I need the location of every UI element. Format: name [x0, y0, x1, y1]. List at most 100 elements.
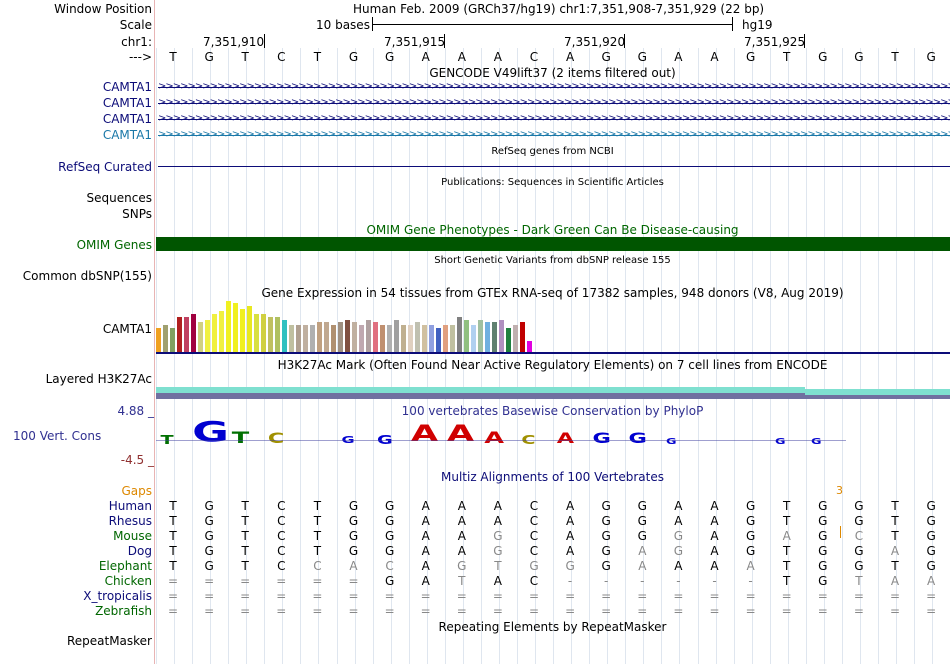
gtex-tissue-bar[interactable] [436, 328, 441, 352]
omim-label[interactable]: OMIM Genes [76, 238, 152, 252]
gtex-tissue-bar[interactable] [324, 322, 329, 352]
gencode-gene-label-2[interactable]: CAMTA1 [102, 96, 152, 110]
gtex-tissue-bar[interactable] [275, 317, 280, 352]
gtex-track-title[interactable]: Gene Expression in 54 tissues from GTEx … [261, 286, 844, 300]
refseq-label[interactable]: RefSeq Curated [58, 160, 152, 174]
refseq-gene-line[interactable] [158, 166, 950, 167]
gtex-tissue-bar[interactable] [338, 322, 343, 352]
repeatmasker-label[interactable]: RepeatMasker [66, 634, 152, 648]
gtex-tissue-bar[interactable] [520, 322, 525, 352]
gtex-tissue-bar[interactable] [478, 320, 483, 352]
gtex-tissue-bar[interactable] [359, 325, 364, 352]
gtex-tissue-bar[interactable] [205, 320, 210, 352]
h3k27-signal-top[interactable] [156, 387, 805, 393]
gtex-tissue-bar[interactable] [303, 325, 308, 352]
gencode-gene-label-1[interactable]: CAMTA1 [102, 80, 152, 94]
h3k27-signal-bottom-right[interactable] [805, 395, 950, 399]
gencode-transcript-3[interactable]: >>>>>>>>>>>>>>>>>>>>>>>>>>>>>>>>>>>>>>>>… [158, 114, 950, 124]
gtex-tissue-bar[interactable] [184, 317, 189, 352]
species-label[interactable]: Zebrafish [95, 604, 152, 618]
species-label[interactable]: Chicken [104, 574, 152, 588]
omim-track-title[interactable]: OMIM Gene Phenotypes - Dark Green Can Be… [366, 223, 739, 237]
species-label[interactable]: Human [108, 499, 152, 513]
gtex-tissue-bar[interactable] [212, 314, 217, 352]
gtex-tissue-bar[interactable] [226, 301, 231, 352]
species-label[interactable]: Dog [127, 544, 152, 558]
gtex-tissue-bar[interactable] [373, 322, 378, 352]
common-dbsnp-label[interactable]: Common dbSNP(155) [22, 269, 152, 283]
gencode-gene-label-4[interactable]: CAMTA1 [102, 128, 152, 142]
gtex-tissue-bar[interactable] [387, 325, 392, 352]
publications-track-title[interactable]: Publications: Sequences in Scientific Ar… [441, 177, 664, 188]
phylop-track-title[interactable]: 100 vertebrates Basewise Conservation by… [401, 404, 704, 418]
dbsnp-track-title[interactable]: Short Genetic Variants from dbSNP releas… [434, 255, 671, 266]
gtex-tissue-bar[interactable] [366, 320, 371, 352]
gtex-tissue-bar[interactable] [177, 317, 182, 352]
gencode-transcript-4[interactable]: >>>>>>>>>>>>>>>>>>>>>>>>>>>>>>>>>>>>>>>>… [158, 130, 950, 140]
gtex-gene-label[interactable]: CAMTA1 [102, 322, 152, 336]
gtex-tissue-bar[interactable] [282, 320, 287, 352]
gtex-tissue-bar[interactable] [527, 341, 532, 352]
h3k27-label[interactable]: Layered H3K27Ac [45, 372, 152, 386]
gtex-tissue-bar[interactable] [317, 322, 322, 352]
gtex-tissue-bar[interactable] [233, 303, 238, 352]
gtex-tissue-bar[interactable] [352, 322, 357, 352]
gtex-tissue-bar[interactable] [380, 325, 385, 352]
gtex-tissue-bar[interactable] [163, 325, 168, 352]
gtex-tissue-bar[interactable] [499, 320, 504, 352]
gtex-tissue-bar[interactable] [156, 328, 161, 352]
gencode-track-title[interactable]: GENCODE V49lift37 (2 items filtered out) [429, 66, 676, 80]
gtex-tissue-bar[interactable] [394, 320, 399, 352]
gtex-tissue-bar[interactable] [247, 306, 252, 352]
gtex-tissue-bar[interactable] [422, 325, 427, 352]
gtex-tissue-bar[interactable] [485, 322, 490, 352]
gtex-tissue-bar[interactable] [450, 325, 455, 352]
species-label[interactable]: X_tropicalis [83, 589, 152, 603]
species-label[interactable]: Rhesus [108, 514, 152, 528]
gtex-tissue-bar[interactable] [408, 325, 413, 352]
sequences-label[interactable]: Sequences [86, 191, 152, 205]
gtex-tissue-bar[interactable] [289, 325, 294, 352]
gencode-gene-label-3[interactable]: CAMTA1 [102, 112, 152, 126]
h3k27-track-title[interactable]: H3K27Ac Mark (Often Found Near Active Re… [277, 358, 828, 372]
gtex-tissue-bar[interactable] [506, 328, 511, 352]
h3k27-signal-bottom[interactable] [156, 393, 805, 399]
gtex-tissue-bar[interactable] [198, 322, 203, 352]
gtex-tissue-bar[interactable] [492, 322, 497, 352]
gtex-tissue-bar[interactable] [331, 325, 336, 352]
gaps-count[interactable]: 3 [836, 484, 843, 497]
gtex-tissue-bar[interactable] [240, 309, 245, 352]
gtex-tissue-bar[interactable] [345, 320, 350, 352]
gaps-label[interactable]: Gaps [121, 484, 152, 498]
gtex-tissue-bar[interactable] [429, 325, 434, 352]
omim-gene-bar[interactable] [156, 237, 950, 251]
gtex-tissue-bar[interactable] [170, 328, 175, 352]
gtex-tissue-bar[interactable] [219, 311, 224, 352]
gtex-tissue-bar[interactable] [268, 317, 273, 352]
position-text[interactable]: Human Feb. 2009 (GRCh37/hg19) chr1:7,351… [353, 2, 765, 16]
repeatmasker-track-title[interactable]: Repeating Elements by RepeatMasker [438, 620, 667, 634]
snps-label[interactable]: SNPs [122, 207, 152, 221]
gtex-tissue-bar[interactable] [457, 317, 462, 352]
gtex-tissue-bar[interactable] [191, 314, 196, 352]
strand-arrow-label[interactable]: ---> [128, 50, 152, 64]
gtex-tissue-bar[interactable] [464, 320, 469, 352]
multiz-track-title[interactable]: Multiz Alignments of 100 Vertebrates [440, 470, 665, 484]
species-label[interactable]: Elephant [98, 559, 152, 573]
gencode-transcript-2[interactable]: >>>>>>>>>>>>>>>>>>>>>>>>>>>>>>>>>>>>>>>>… [158, 98, 950, 108]
gtex-tissue-bar[interactable] [443, 325, 448, 352]
gtex-expression-chart[interactable] [156, 298, 556, 352]
gencode-transcript-1[interactable]: >>>>>>>>>>>>>>>>>>>>>>>>>>>>>>>>>>>>>>>>… [158, 82, 950, 92]
gtex-tissue-bar[interactable] [310, 325, 315, 352]
h3k27-signal-top-right[interactable] [805, 389, 950, 395]
gtex-gene-line[interactable] [156, 352, 950, 354]
gtex-tissue-bar[interactable] [296, 325, 301, 352]
gtex-tissue-bar[interactable] [471, 325, 476, 352]
gtex-tissue-bar[interactable] [415, 322, 420, 352]
phylop-label[interactable]: 100 Vert. Cons [13, 429, 102, 443]
gtex-tissue-bar[interactable] [513, 325, 518, 352]
gtex-tissue-bar[interactable] [254, 314, 259, 352]
gtex-tissue-bar[interactable] [401, 325, 406, 352]
species-label[interactable]: Mouse [113, 529, 152, 543]
refseq-track-title[interactable]: RefSeq genes from NCBI [491, 146, 614, 157]
